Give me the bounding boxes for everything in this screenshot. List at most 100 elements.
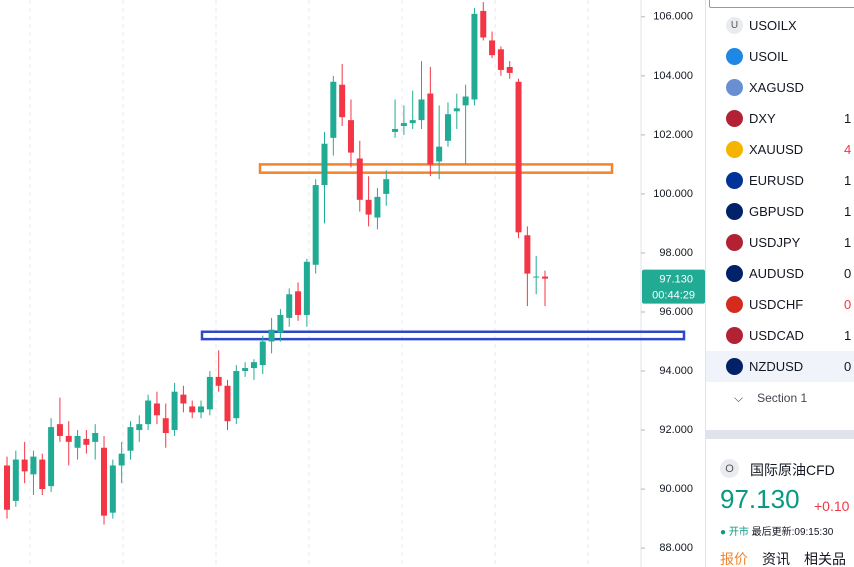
candle-body bbox=[409, 120, 416, 124]
candle-body bbox=[489, 40, 496, 56]
row-value: 0 bbox=[844, 297, 852, 312]
chart: 88.000 90.000 92.000 94.000 96.000 98.000 100.… bbox=[4, 0, 705, 567]
watchlist-row[interactable]: AUDUSD 0 bbox=[706, 258, 854, 289]
price-label: 97.130 bbox=[659, 274, 693, 286]
candle-body bbox=[356, 158, 363, 200]
zone bbox=[258, 163, 614, 174]
candle-body bbox=[418, 99, 425, 121]
symbol: USOILX bbox=[749, 18, 797, 33]
tab[interactable]: 相关品 bbox=[804, 551, 846, 567]
watchlist-row[interactable]: DXY 1 bbox=[706, 103, 854, 134]
candle-body bbox=[39, 459, 46, 490]
candle-body bbox=[330, 81, 337, 138]
candle-body bbox=[515, 81, 522, 233]
watchlist-row[interactable]: NZDUSD 0 bbox=[706, 351, 854, 382]
symbol: EURUSD bbox=[749, 173, 804, 188]
candle-body bbox=[365, 199, 372, 215]
y-tick-label: 90.000 bbox=[659, 483, 693, 495]
row-value: 1 bbox=[844, 328, 852, 343]
symbol: AUDUSD bbox=[749, 266, 804, 281]
row-value: 4 bbox=[844, 142, 852, 157]
candle-body bbox=[400, 123, 407, 127]
candle-body bbox=[462, 96, 469, 106]
symbol-icon bbox=[726, 327, 743, 344]
symbol-icon bbox=[726, 141, 743, 158]
candle-body bbox=[542, 276, 548, 279]
detail-icon: O bbox=[720, 459, 739, 478]
watchlist-row[interactable]: EURUSD 1 bbox=[706, 165, 854, 196]
candle-body bbox=[12, 459, 19, 501]
y-tick-label: 92.000 bbox=[659, 424, 693, 436]
watchlist-row[interactable]: GBPUSD 1 bbox=[706, 196, 854, 227]
candle-body bbox=[295, 291, 302, 315]
candle-body bbox=[524, 235, 531, 274]
detail-price: 97.130 bbox=[720, 484, 800, 514]
watchlist-row[interactable]: USDJPY 1 bbox=[706, 227, 854, 258]
candle-body bbox=[206, 376, 213, 410]
section-header[interactable]: ⌵ Section 1 bbox=[734, 390, 808, 406]
tabs: 报价 资讯 相关品 bbox=[720, 549, 846, 567]
candle-body bbox=[189, 406, 196, 413]
symbol-icon: U bbox=[726, 17, 743, 34]
watchlist-row[interactable]: XAUUSD 4 bbox=[706, 134, 854, 165]
watchlist-row[interactable]: USDCHF 0 bbox=[706, 289, 854, 320]
symbol-icon bbox=[726, 234, 743, 251]
candle-body bbox=[339, 84, 346, 118]
symbol: USDCHF bbox=[749, 297, 804, 312]
price-label-bg bbox=[642, 269, 705, 304]
candle-body bbox=[480, 10, 487, 38]
side-panel: U USOILX USOIL XAGUSD DXY 1 XAUUSD 4 EURUSD 1 GBPU… bbox=[705, 0, 854, 567]
symbol: NZDUSD bbox=[749, 359, 804, 374]
detail-name: 国际原油CFD bbox=[750, 462, 835, 478]
symbol: USDCAD bbox=[749, 328, 804, 343]
candle-body bbox=[497, 49, 504, 70]
tab[interactable]: 资讯 bbox=[762, 551, 790, 567]
candle-body bbox=[101, 447, 108, 516]
detail-change: +0.10 bbox=[814, 498, 850, 514]
candle-body bbox=[74, 435, 81, 448]
candle-body bbox=[453, 108, 460, 112]
row-value: 0 bbox=[844, 359, 852, 374]
y-tick-label: 104.000 bbox=[653, 70, 693, 82]
candle-body bbox=[259, 341, 266, 366]
watchlist-row[interactable]: USOIL bbox=[706, 41, 854, 72]
row-value: 1 bbox=[844, 111, 852, 126]
candle-body bbox=[162, 418, 169, 433]
candle-body bbox=[92, 432, 99, 442]
updated: 最后更新:09:15:30 bbox=[751, 527, 834, 538]
candle-body bbox=[30, 456, 37, 475]
candle-body bbox=[21, 459, 28, 472]
zone bbox=[200, 330, 686, 341]
row-value: 0 bbox=[844, 266, 852, 281]
symbol: USDJPY bbox=[749, 235, 801, 250]
candle-body bbox=[153, 403, 160, 416]
candle-body bbox=[303, 261, 310, 315]
candle-body bbox=[277, 314, 284, 333]
countdown: 00:44:29 bbox=[652, 290, 695, 302]
candle-body bbox=[286, 294, 293, 318]
row-value: 1 bbox=[844, 204, 852, 219]
watchlist-row[interactable]: XAGUSD bbox=[706, 72, 854, 103]
candle-body bbox=[268, 329, 275, 342]
symbol: USOIL bbox=[749, 49, 789, 64]
candle-body bbox=[65, 435, 72, 442]
tab[interactable]: 报价 bbox=[720, 551, 748, 567]
y-tick-label: 98.000 bbox=[659, 247, 693, 259]
candle-body bbox=[215, 376, 222, 386]
symbol-icon bbox=[726, 296, 743, 313]
symbol-icon bbox=[726, 48, 743, 65]
symbol: XAGUSD bbox=[749, 80, 804, 95]
watchlist-row[interactable]: U USOILX bbox=[706, 10, 854, 41]
symbol: DXY bbox=[749, 111, 776, 126]
symbol-icon bbox=[726, 172, 743, 189]
symbol-icon bbox=[726, 110, 743, 127]
candle-body bbox=[224, 385, 231, 422]
y-tick-label: 100.000 bbox=[653, 188, 693, 200]
symbol-icon bbox=[726, 79, 743, 96]
candle-body bbox=[436, 146, 443, 162]
candle-body bbox=[109, 465, 116, 513]
watchlist-row[interactable]: USDCAD 1 bbox=[706, 320, 854, 351]
candle-body bbox=[180, 394, 187, 404]
y-tick-label: 106.000 bbox=[653, 11, 693, 23]
